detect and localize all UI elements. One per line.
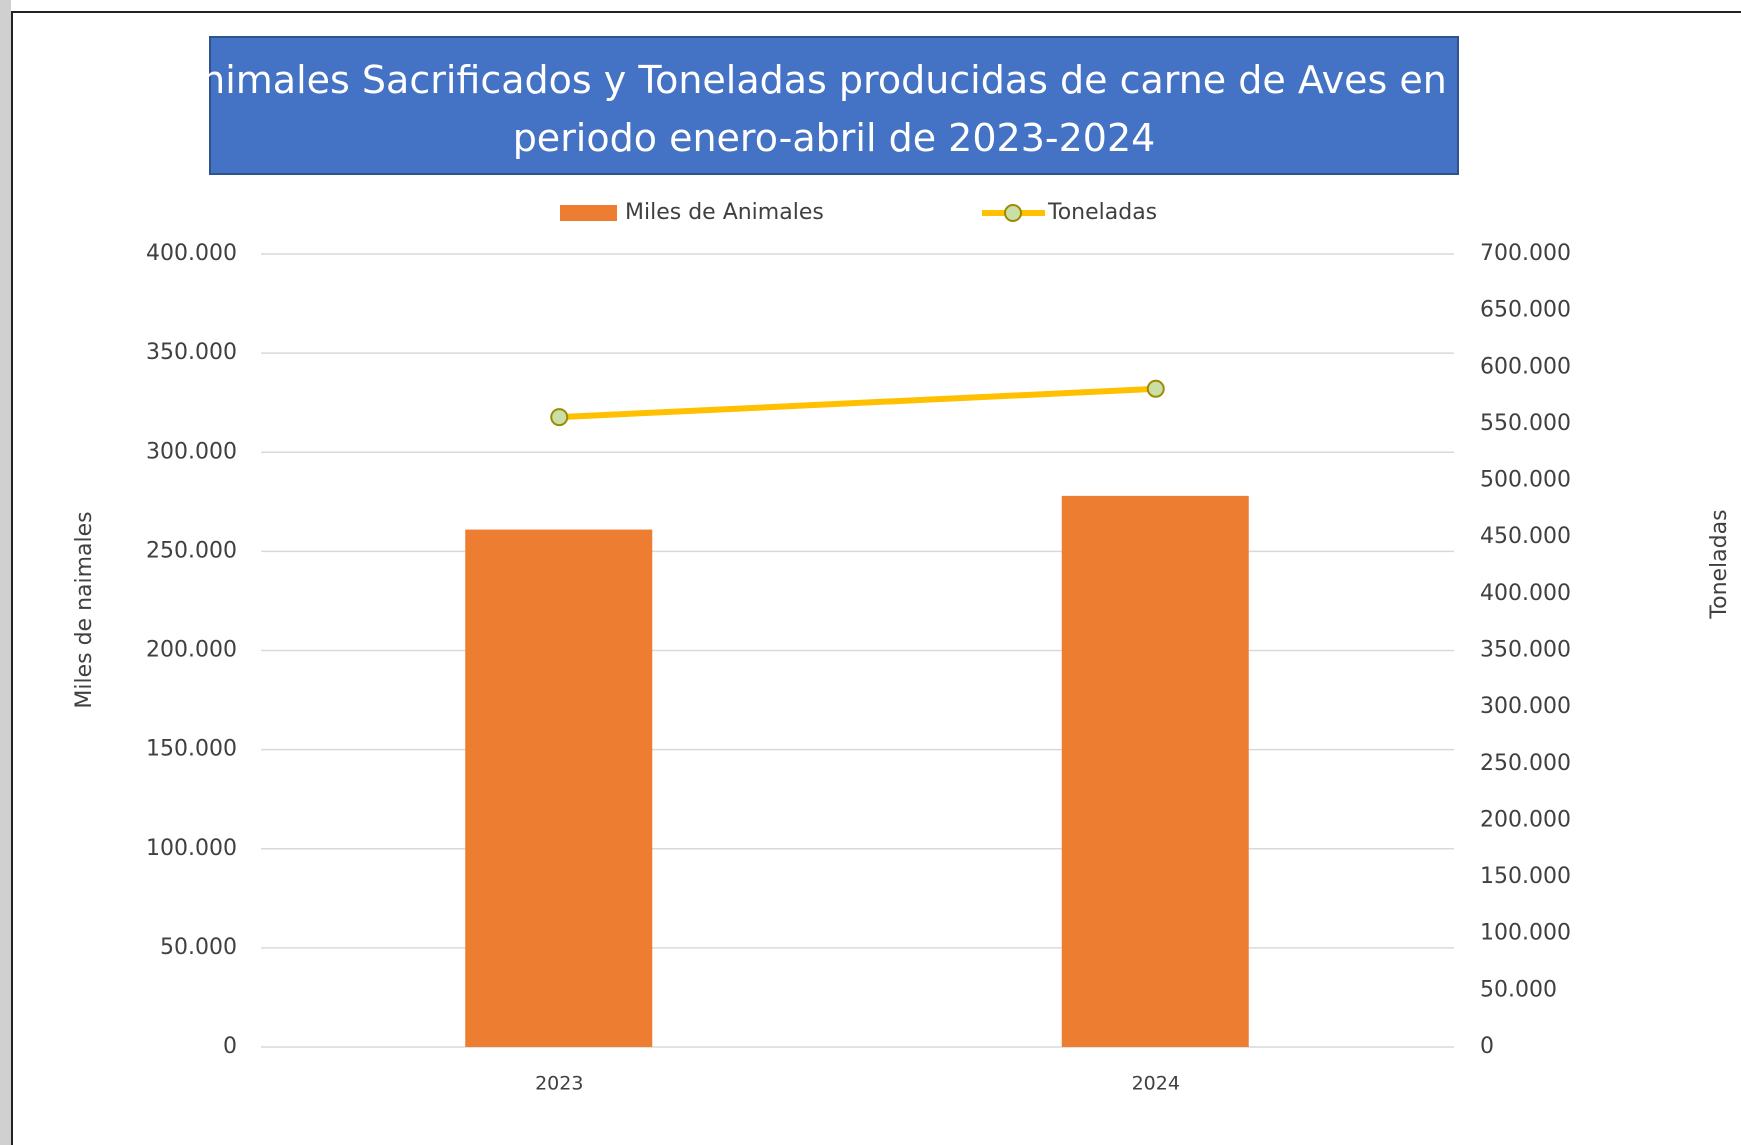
y2-tick-label: 300.000	[1480, 694, 1571, 719]
y-tick-label: 200.000	[146, 638, 237, 663]
y2-tick-label: 400.000	[1480, 581, 1571, 606]
side-strip	[0, 0, 11, 1145]
y-tick-label: 250.000	[146, 538, 237, 563]
y-tick-label: 150.000	[146, 737, 237, 762]
y2-tick-label: 700.000	[1480, 241, 1571, 266]
line-marker	[550, 408, 569, 427]
y2-tick-label: 550.000	[1480, 411, 1571, 436]
y2-tick-label: 150.000	[1480, 864, 1571, 889]
x-tick-label: 2024	[1132, 1073, 1180, 1095]
y-tick-label: 350.000	[146, 340, 237, 365]
y2-tick-label: 100.000	[1480, 921, 1571, 946]
y-axis-title: Miles de naimales	[72, 511, 97, 708]
y2-tick-label: 600.000	[1480, 354, 1571, 379]
y2-tick-label: 650.000	[1480, 298, 1571, 323]
chart-frame	[11, 11, 1741, 1145]
y2-tick-label: 500.000	[1480, 468, 1571, 493]
y-tick-label: 300.000	[146, 439, 237, 464]
y2-tick-label: 350.000	[1480, 638, 1571, 663]
y-tick-label: 400.000	[146, 241, 237, 266]
bar	[465, 529, 653, 1047]
legend-swatch	[560, 205, 617, 221]
legend-label: Toneladas	[1047, 200, 1157, 225]
bar	[1061, 495, 1249, 1047]
y-tick-label: 50.000	[160, 935, 237, 960]
line	[559, 385, 1156, 421]
y2-axis-title: Toneladas	[1707, 509, 1732, 619]
legend-label: Miles de Animales	[625, 200, 824, 225]
x-tick-label: 2023	[535, 1073, 583, 1095]
legend-marker	[1004, 204, 1022, 222]
y-tick-label: 0	[223, 1034, 237, 1059]
y2-tick-label: 0	[1480, 1034, 1494, 1059]
y2-tick-label: 50.000	[1480, 977, 1557, 1002]
y2-tick-label: 450.000	[1480, 524, 1571, 549]
y2-tick-label: 250.000	[1480, 751, 1571, 776]
title-box	[209, 36, 1459, 175]
line-marker	[1146, 379, 1165, 398]
y2-tick-label: 200.000	[1480, 807, 1571, 832]
y-tick-label: 100.000	[146, 836, 237, 861]
chart-title: Animales Sacrificados y Toneladas produc…	[175, 58, 1493, 160]
